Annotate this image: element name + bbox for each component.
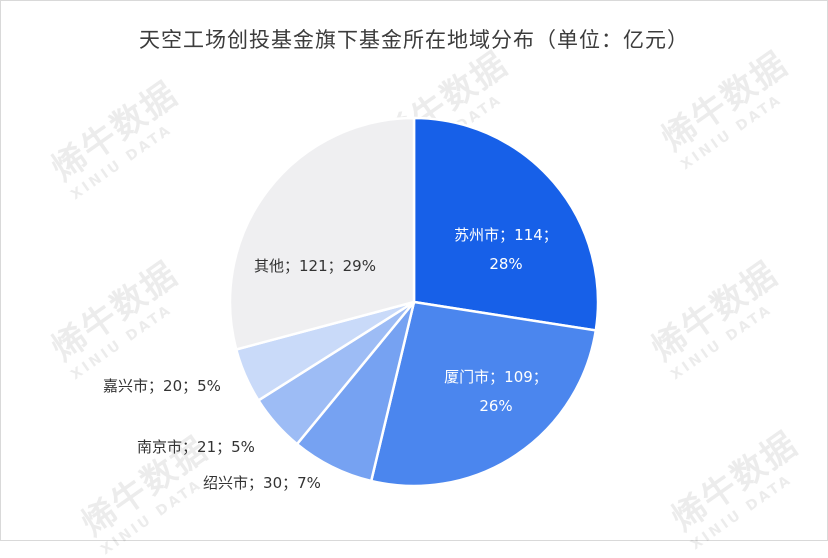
pie-slice-厦门市 (369, 300, 598, 488)
data-label-绍兴市: 绍兴市；30；7% (203, 474, 321, 492)
data-label-line: 苏州市；114； (454, 226, 558, 244)
pie-chart: 苏州市；114； 28% 厦门市；109； 26% 绍兴市；30；7% 南京市；21；5%… (103, 116, 600, 492)
data-label-line: 28% (489, 255, 522, 273)
data-label-line: 其他；121；29% (254, 257, 376, 275)
pie-slice-苏州市 (412, 116, 600, 332)
data-label-南京市: 南京市；21；5% (137, 438, 255, 456)
data-label-苏州市: 苏州市；114； 28% (454, 226, 558, 273)
data-label-厦门市: 厦门市；109； 26% (444, 368, 548, 415)
data-label-line: 厦门市；109； (444, 368, 548, 386)
chart-title: 天空工场创投基金旗下基金所在地域分布（单位：亿元） (139, 28, 689, 52)
data-label-嘉兴市: 嘉兴市；20；5% (103, 377, 221, 395)
data-label-line: 嘉兴市；20；5% (103, 377, 221, 395)
data-label-line: 绍兴市；30；7% (203, 474, 321, 492)
data-label-line: 26% (479, 397, 512, 415)
data-label-line: 南京市；21；5% (137, 438, 255, 456)
pie-slice-其他 (228, 116, 416, 352)
data-label-其他: 其他；121；29% (254, 257, 376, 275)
